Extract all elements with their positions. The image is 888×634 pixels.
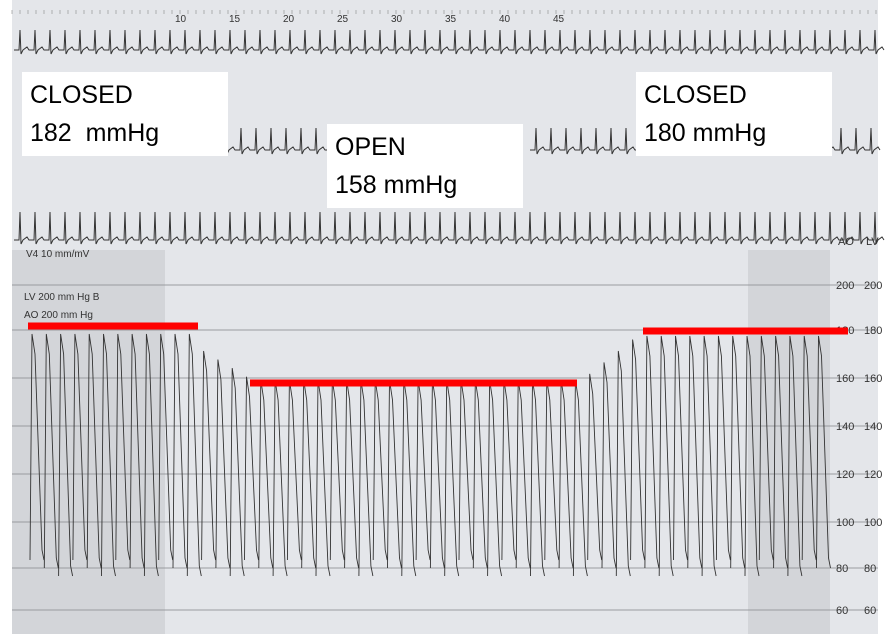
ao-label: AO 200 mm Hg — [24, 310, 93, 321]
scale-label: 140 — [864, 421, 882, 433]
pressure: 158 mmHg — [335, 166, 515, 204]
time-tick: 20 — [283, 14, 295, 25]
time-tick: 25 — [337, 14, 349, 25]
scale-label: 160 — [836, 373, 854, 385]
scale-label: 160 — [864, 373, 882, 385]
annotation: CLOSED 182 mmHg — [22, 72, 228, 156]
state: OPEN — [335, 128, 515, 166]
scale-label: 180 — [864, 325, 882, 337]
scale-label: 200 — [864, 280, 882, 292]
time-tick: 10 — [175, 14, 187, 25]
lv-col-label: LV — [866, 236, 879, 248]
ecg-label: V4 10 mm/mV — [26, 249, 90, 260]
lv-label: LV 200 mm Hg B — [24, 292, 100, 303]
annotation: CLOSED 180 mmHg — [636, 72, 832, 156]
time-tick: 15 — [229, 14, 241, 25]
state: CLOSED — [644, 76, 824, 114]
screenshot: 10 15 20 25 30 35 40 45 V4 10 mm/mV LV 200 mm H… — [0, 0, 888, 634]
scale-label: 100 — [864, 517, 882, 529]
scale-label: 80 — [836, 563, 848, 575]
scale-label: 200 — [836, 280, 854, 292]
scale-label: 60 — [864, 605, 876, 617]
ao-col-label: AO — [838, 236, 854, 248]
time-tick: 40 — [499, 14, 511, 25]
state: CLOSED — [30, 76, 220, 114]
scale-label: 100 — [836, 517, 854, 529]
time-tick: 45 — [553, 14, 565, 25]
pressure: 180 mmHg — [644, 114, 824, 152]
scale-label: 80 — [864, 563, 876, 575]
time-tick: 35 — [445, 14, 457, 25]
time-tick: 30 — [391, 14, 403, 25]
scale-label: 120 — [836, 469, 854, 481]
scale-label: 60 — [836, 605, 848, 617]
pressure: 182 mmHg — [30, 114, 220, 152]
scale-label: 140 — [836, 421, 854, 433]
scale-label: 120 — [864, 469, 882, 481]
annotation: OPEN 158 mmHg — [327, 124, 523, 208]
